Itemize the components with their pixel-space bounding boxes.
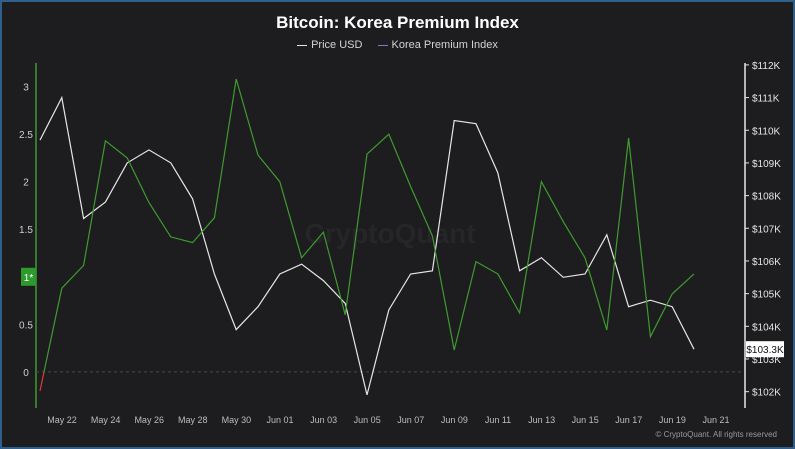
- chart-title: Bitcoin: Korea Premium Index: [276, 13, 519, 32]
- y-left-tick-label: 3: [23, 83, 29, 94]
- x-tick-label: Jun 13: [528, 415, 555, 425]
- y-right-tick-label: $102K: [752, 388, 781, 399]
- left-value-marker-label: 1*: [24, 273, 34, 284]
- legend-swatch-price: [297, 44, 308, 46]
- x-tick-label: May 26: [134, 415, 164, 425]
- y-right-tick-label: $104K: [752, 322, 781, 333]
- legend-label-price: Price USD: [311, 39, 363, 51]
- y-right-tick-label: $109K: [752, 159, 781, 170]
- y-left-tick-label: 1.5: [19, 225, 33, 236]
- y-left-tick-label: 2.5: [19, 130, 33, 141]
- y-left-tick-label: 0.5: [19, 320, 33, 331]
- y-right-tick-label: $110K: [752, 126, 781, 137]
- copyright-footer: © CryptoQuant. All rights reserved: [655, 430, 778, 439]
- x-tick-label: May 30: [222, 415, 252, 425]
- x-tick-label: Jun 05: [354, 415, 381, 425]
- y-right-tick-label: $107K: [752, 224, 781, 235]
- x-tick-label: May 24: [91, 415, 121, 425]
- series-line-premium: [43, 78, 695, 373]
- series-segment-premium-negative: [39, 371, 45, 392]
- legend-swatch-premium: [377, 44, 388, 46]
- y-right-tick-label: $111K: [752, 94, 780, 105]
- watermark: CryptoQuant: [304, 218, 475, 249]
- x-tick-label: Jun 11: [485, 415, 511, 425]
- x-tick-label: Jun 07: [397, 415, 424, 425]
- x-tick-label: Jun 09: [441, 415, 468, 425]
- y-right-tick-label: $103K: [752, 355, 781, 366]
- y-right-tick-label: $106K: [752, 257, 781, 268]
- legend-label-premium: Korea Premium Index: [391, 39, 498, 51]
- last-price-badge-label: $103.3K: [746, 345, 784, 356]
- y-right-tick-label: $112K: [752, 61, 781, 72]
- x-tick-label: Jun 19: [659, 415, 686, 425]
- legend-item-premium[interactable]: Korea Premium Index: [377, 39, 498, 51]
- x-tick-label: Jun 17: [615, 415, 642, 425]
- chart-legend: Price USD Korea Premium Index: [0, 39, 795, 51]
- x-tick-label: Jun 01: [266, 415, 293, 425]
- x-tick-label: May 22: [47, 415, 77, 425]
- series-line-price: [39, 95, 695, 396]
- y-right-tick-label: $105K: [752, 290, 781, 301]
- legend-item-price[interactable]: Price USD: [297, 39, 362, 51]
- x-tick-label: Jun 21: [702, 415, 729, 425]
- last-price-badge: [746, 341, 784, 358]
- y-left-tick-label: 2: [23, 178, 29, 189]
- left-value-marker: [21, 267, 36, 286]
- x-tick-label: Jun 15: [572, 415, 599, 425]
- x-tick-label: May 28: [178, 415, 208, 425]
- y-right-tick-label: $108K: [752, 192, 781, 203]
- y-left-tick-label: 0: [23, 368, 29, 379]
- x-tick-label: Jun 03: [310, 415, 337, 425]
